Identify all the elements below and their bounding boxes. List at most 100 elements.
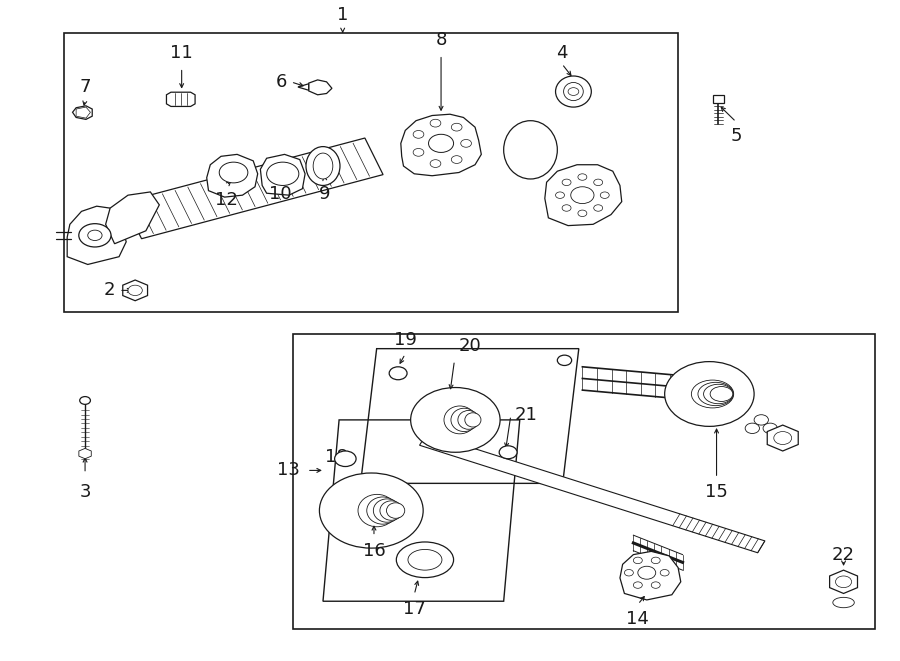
- Polygon shape: [166, 92, 195, 106]
- Polygon shape: [260, 155, 305, 195]
- Ellipse shape: [358, 494, 396, 527]
- Ellipse shape: [380, 501, 402, 520]
- Polygon shape: [105, 192, 159, 244]
- Ellipse shape: [504, 121, 557, 179]
- Ellipse shape: [386, 503, 405, 518]
- Polygon shape: [830, 570, 858, 594]
- Text: 18: 18: [325, 448, 348, 467]
- Ellipse shape: [704, 384, 734, 404]
- Text: 17: 17: [403, 600, 426, 618]
- Polygon shape: [309, 80, 332, 95]
- Text: 4: 4: [556, 44, 568, 62]
- Circle shape: [578, 210, 587, 217]
- Circle shape: [571, 187, 594, 204]
- Ellipse shape: [500, 447, 517, 457]
- Polygon shape: [73, 106, 92, 120]
- Ellipse shape: [313, 153, 333, 179]
- Circle shape: [568, 88, 579, 95]
- Text: 11: 11: [170, 44, 193, 62]
- Circle shape: [451, 123, 462, 131]
- Circle shape: [80, 397, 90, 405]
- Circle shape: [87, 230, 102, 241]
- Polygon shape: [544, 165, 622, 225]
- Circle shape: [763, 423, 778, 434]
- Text: 6: 6: [275, 73, 287, 91]
- Circle shape: [754, 414, 769, 425]
- Circle shape: [128, 285, 142, 295]
- Text: 13: 13: [277, 461, 300, 479]
- Text: 1: 1: [337, 5, 348, 24]
- Circle shape: [79, 223, 111, 247]
- Text: 19: 19: [394, 330, 417, 348]
- Ellipse shape: [306, 147, 340, 186]
- Polygon shape: [298, 84, 309, 91]
- Text: 21: 21: [515, 407, 537, 424]
- Circle shape: [634, 582, 643, 588]
- Text: 5: 5: [731, 127, 742, 145]
- Circle shape: [335, 451, 356, 467]
- Ellipse shape: [458, 410, 479, 429]
- Ellipse shape: [408, 549, 442, 570]
- Circle shape: [594, 205, 603, 212]
- Circle shape: [665, 362, 754, 426]
- Circle shape: [428, 134, 454, 153]
- Circle shape: [600, 192, 609, 198]
- Circle shape: [410, 387, 500, 452]
- Circle shape: [835, 576, 851, 588]
- Polygon shape: [620, 551, 680, 600]
- Text: 9: 9: [319, 186, 330, 204]
- Circle shape: [500, 446, 518, 459]
- Circle shape: [638, 566, 656, 579]
- Text: 10: 10: [269, 186, 292, 204]
- Circle shape: [220, 162, 248, 183]
- Polygon shape: [207, 155, 257, 197]
- Circle shape: [625, 570, 634, 576]
- Circle shape: [578, 174, 587, 180]
- Ellipse shape: [698, 382, 733, 406]
- Circle shape: [562, 205, 571, 212]
- Ellipse shape: [444, 406, 475, 434]
- Circle shape: [413, 149, 424, 156]
- Circle shape: [430, 160, 441, 167]
- Circle shape: [451, 156, 462, 163]
- Ellipse shape: [451, 408, 477, 432]
- Ellipse shape: [464, 412, 481, 427]
- Bar: [293, 334, 875, 629]
- Circle shape: [557, 355, 572, 366]
- Ellipse shape: [367, 497, 399, 524]
- Circle shape: [652, 557, 661, 564]
- Circle shape: [389, 367, 407, 379]
- Polygon shape: [122, 280, 148, 301]
- Ellipse shape: [374, 499, 400, 522]
- Polygon shape: [76, 107, 90, 118]
- Circle shape: [774, 432, 792, 444]
- Text: 14: 14: [626, 609, 649, 628]
- Ellipse shape: [832, 598, 854, 607]
- Polygon shape: [767, 425, 798, 451]
- Circle shape: [461, 139, 472, 147]
- Text: 2: 2: [104, 282, 115, 299]
- Ellipse shape: [563, 83, 583, 100]
- Circle shape: [745, 423, 760, 434]
- Polygon shape: [123, 138, 383, 239]
- Circle shape: [320, 473, 423, 548]
- Ellipse shape: [710, 387, 733, 401]
- Circle shape: [555, 192, 564, 198]
- Text: 8: 8: [436, 32, 446, 50]
- Bar: [64, 33, 678, 312]
- Circle shape: [562, 179, 571, 186]
- Circle shape: [634, 557, 643, 564]
- Polygon shape: [400, 114, 482, 176]
- Ellipse shape: [396, 542, 454, 578]
- Polygon shape: [68, 206, 126, 264]
- Circle shape: [661, 570, 669, 576]
- Text: 12: 12: [215, 190, 238, 209]
- Text: 20: 20: [459, 337, 482, 355]
- Polygon shape: [419, 434, 765, 553]
- Polygon shape: [79, 448, 91, 459]
- Circle shape: [266, 162, 299, 186]
- Circle shape: [430, 119, 441, 127]
- Circle shape: [652, 582, 661, 588]
- Text: 16: 16: [363, 541, 385, 560]
- Text: 22: 22: [832, 547, 855, 564]
